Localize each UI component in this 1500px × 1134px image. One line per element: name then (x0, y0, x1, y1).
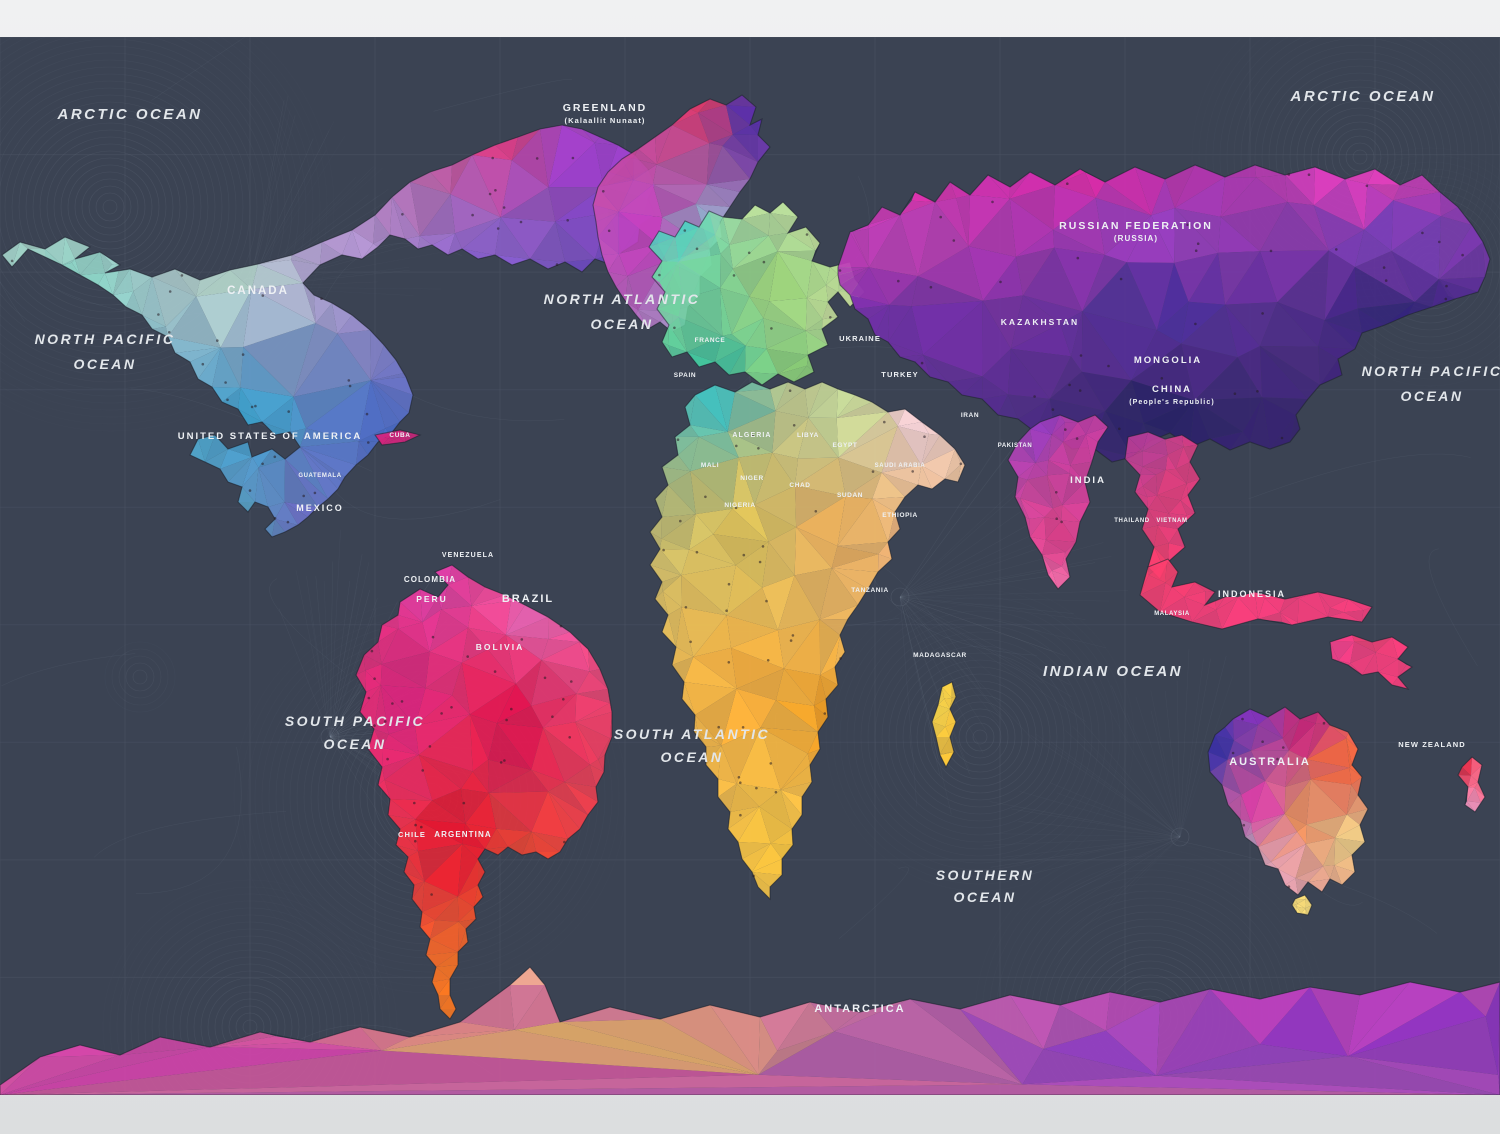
svg-text:GREENLAND: GREENLAND (563, 102, 648, 114)
svg-text:EGYPT: EGYPT (832, 442, 857, 449)
svg-text:ANTARCTICA: ANTARCTICA (814, 1003, 905, 1015)
svg-text:CANADA: CANADA (227, 285, 289, 297)
svg-text:RUSSIAN FEDERATION: RUSSIAN FEDERATION (1059, 220, 1213, 232)
svg-text:NIGER: NIGER (740, 475, 764, 482)
svg-text:ALGERIA: ALGERIA (732, 432, 771, 439)
svg-text:OCEAN: OCEAN (73, 356, 136, 372)
svg-text:NORTH ATLANTIC: NORTH ATLANTIC (544, 291, 701, 307)
svg-text:ARCTIC OCEAN: ARCTIC OCEAN (1290, 88, 1436, 105)
svg-text:MALAYSIA: MALAYSIA (1154, 611, 1190, 617)
svg-text:CHILE: CHILE (398, 830, 426, 839)
svg-text:SOUTH PACIFIC: SOUTH PACIFIC (285, 713, 425, 729)
svg-text:VENEZUELA: VENEZUELA (442, 552, 494, 559)
svg-text:OCEAN: OCEAN (660, 749, 723, 765)
svg-text:TANZANIA: TANZANIA (851, 587, 889, 594)
svg-text:KAZAKHSTAN: KAZAKHSTAN (1001, 317, 1079, 327)
svg-text:CHINA: CHINA (1152, 384, 1192, 395)
svg-text:INDONESIA: INDONESIA (1218, 589, 1286, 599)
svg-text:NORTH PACIFIC: NORTH PACIFIC (35, 331, 176, 347)
svg-text:PERU: PERU (416, 594, 448, 604)
svg-text:ETHIOPIA: ETHIOPIA (882, 512, 918, 519)
svg-text:BRAZIL: BRAZIL (502, 593, 554, 605)
svg-text:SUDAN: SUDAN (837, 492, 863, 499)
svg-text:PAKISTAN: PAKISTAN (998, 443, 1033, 449)
svg-text:SPAIN: SPAIN (674, 372, 696, 379)
svg-text:OCEAN: OCEAN (953, 889, 1016, 905)
svg-text:ARGENTINA: ARGENTINA (434, 830, 491, 839)
svg-text:NEW ZEALAND: NEW ZEALAND (1398, 740, 1466, 749)
svg-text:NIGERIA: NIGERIA (724, 502, 755, 509)
svg-text:NORTH PACIFIC: NORTH PACIFIC (1362, 363, 1500, 379)
svg-text:VIETNAM: VIETNAM (1156, 518, 1187, 524)
svg-text:FRANCE: FRANCE (695, 337, 726, 344)
svg-text:(People's Republic): (People's Republic) (1129, 399, 1215, 406)
svg-text:MONGOLIA: MONGOLIA (1134, 355, 1202, 366)
svg-text:MADAGASCAR: MADAGASCAR (913, 652, 967, 659)
svg-text:SOUTHERN: SOUTHERN (936, 867, 1035, 883)
svg-text:(RUSSIA): (RUSSIA) (1114, 234, 1158, 243)
svg-text:ARCTIC OCEAN: ARCTIC OCEAN (57, 106, 203, 123)
svg-text:AUSTRALIA: AUSTRALIA (1229, 756, 1311, 768)
svg-text:SAUDI ARABIA: SAUDI ARABIA (875, 463, 926, 469)
svg-text:MALI: MALI (701, 462, 719, 469)
svg-text:MEXICO: MEXICO (296, 503, 344, 513)
svg-text:CHAD: CHAD (789, 482, 810, 489)
svg-text:INDIAN OCEAN: INDIAN OCEAN (1043, 663, 1183, 680)
svg-text:INDIA: INDIA (1070, 475, 1106, 486)
svg-text:OCEAN: OCEAN (590, 316, 653, 332)
svg-text:UKRAINE: UKRAINE (839, 334, 881, 343)
svg-text:SOUTH ATLANTIC: SOUTH ATLANTIC (614, 726, 770, 742)
svg-text:IRAN: IRAN (961, 412, 979, 419)
svg-text:GUATEMALA: GUATEMALA (298, 473, 341, 479)
svg-text:UNITED STATES OF AMERICA: UNITED STATES OF AMERICA (178, 431, 363, 442)
svg-text:CUBA: CUBA (389, 432, 410, 439)
svg-text:(Kalaallit Nunaat): (Kalaallit Nunaat) (564, 116, 645, 125)
svg-text:OCEAN: OCEAN (323, 736, 386, 752)
svg-text:OCEAN: OCEAN (1400, 388, 1463, 404)
svg-text:BOLIVIA: BOLIVIA (476, 642, 524, 652)
svg-text:TURKEY: TURKEY (881, 370, 918, 379)
svg-text:LIBYA: LIBYA (797, 432, 819, 439)
svg-text:COLOMBIA: COLOMBIA (404, 575, 456, 584)
svg-text:THAILAND: THAILAND (1114, 518, 1150, 524)
